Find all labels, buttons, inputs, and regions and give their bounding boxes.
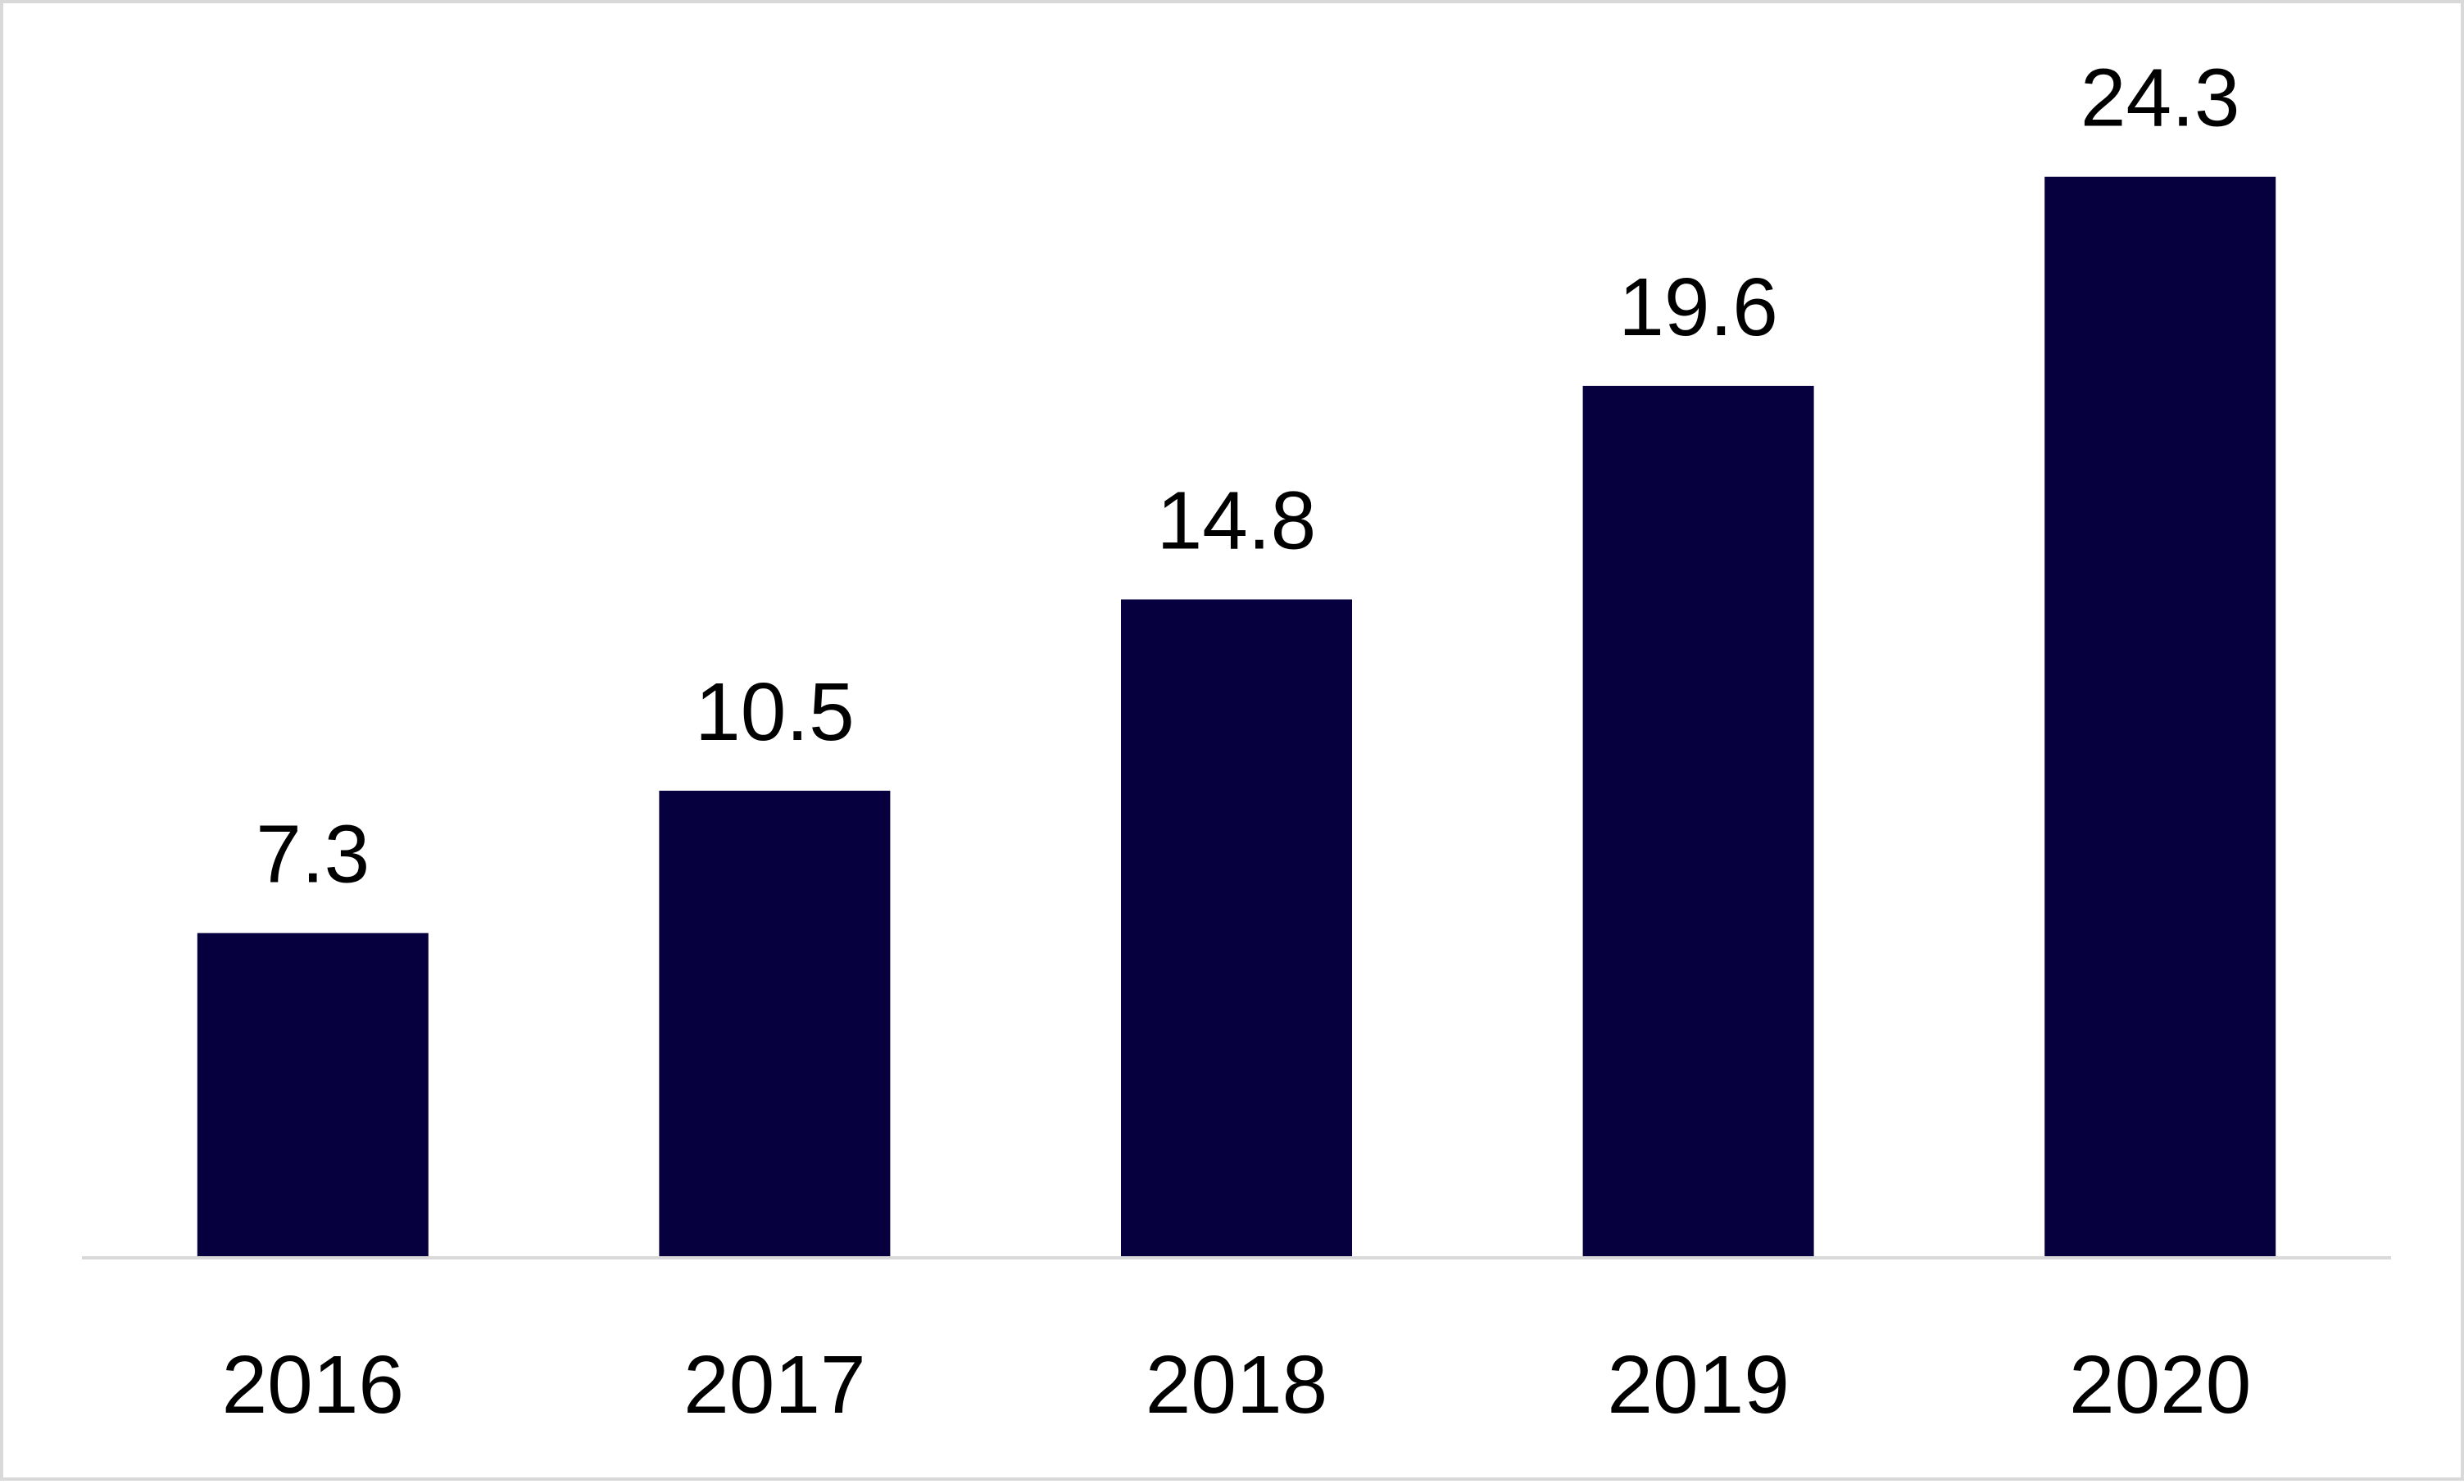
x-tick-label-2017: 2017 [683,1339,865,1431]
x-tick-label-2018: 2018 [1146,1339,1327,1431]
bar-2017 [659,790,891,1258]
bar-2020 [2044,176,2276,1259]
x-tick-label-2016: 2016 [222,1339,404,1431]
data-labels-layer: 7.3 10.5 14.8 19.6 24.3 [256,52,2239,901]
bar-chart: 7.3 10.5 14.8 19.6 24.3 2016 2017 2018 2019 2020 [82,52,2391,1431]
data-label-2018: 14.8 [1157,474,1317,566]
bars-layer [197,176,2276,1259]
x-tick-label-2019: 2019 [1607,1339,1789,1431]
data-label-2016: 7.3 [256,809,370,901]
x-tick-labels: 2016 2017 2018 2019 2020 [222,1339,2252,1431]
data-label-2019: 19.6 [1618,261,1778,353]
data-label-2020: 24.3 [2081,52,2240,144]
data-label-2017: 10.5 [695,666,855,758]
bar-2019 [1582,385,1814,1259]
x-tick-label-2020: 2020 [2069,1339,2251,1431]
bar-2016 [197,933,429,1258]
bar-2018 [1121,599,1352,1258]
